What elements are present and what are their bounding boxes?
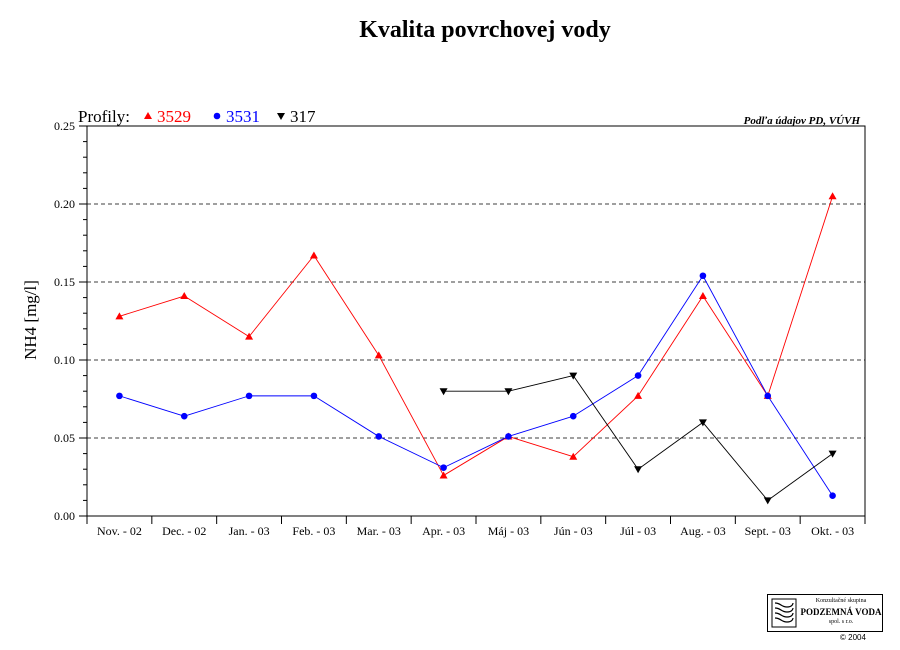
data-point xyxy=(634,391,643,399)
series-line-segment xyxy=(184,395,250,417)
legend: Profily: 3529 3531 317 xyxy=(78,107,316,126)
series-line-segment xyxy=(119,295,185,317)
x-tick-label: Feb. - 03 xyxy=(292,524,335,538)
x-tick-label: Jún - 03 xyxy=(554,524,593,538)
series-line-segment xyxy=(508,415,574,437)
legend-marker-317 xyxy=(277,113,285,120)
data-point xyxy=(375,433,383,440)
series-317 xyxy=(439,372,837,505)
legend-marker-3529 xyxy=(144,112,152,119)
copyright: © 2004 xyxy=(840,633,866,642)
series-line-segment xyxy=(313,395,379,437)
x-tick-label: Apr. - 03 xyxy=(422,524,465,538)
series-line-segment xyxy=(378,436,444,469)
data-point xyxy=(440,464,447,471)
data-point xyxy=(505,433,512,440)
series-line-segment xyxy=(184,295,250,337)
y-tick-label: 0.10 xyxy=(54,353,75,367)
data-point xyxy=(439,388,448,396)
data-source-note: Podľa údajov PD, VÚVH xyxy=(744,115,861,127)
series-line-segment xyxy=(573,375,639,417)
series-line-segment xyxy=(378,355,444,476)
data-point xyxy=(374,351,383,359)
x-tick-label: Sept. - 03 xyxy=(745,524,791,538)
legend-prefix: Profily: xyxy=(78,107,130,126)
legend-marker-3531 xyxy=(213,112,221,120)
y-tick-label: 0.15 xyxy=(54,275,75,289)
legend-label-3529: 3529 xyxy=(157,107,191,126)
data-point xyxy=(763,497,772,505)
data-point xyxy=(569,412,577,420)
series-3529 xyxy=(115,192,837,479)
data-point xyxy=(634,466,643,474)
y-tick-label: 0.25 xyxy=(54,119,75,133)
series-line-segment xyxy=(702,275,769,397)
data-point xyxy=(828,192,837,200)
x-tick-label: Jan. - 03 xyxy=(229,524,270,538)
logo-line-1: Konzultačné skupina xyxy=(815,598,867,604)
data-point xyxy=(569,452,578,460)
company-logo: Konzultačné skupina PODZEMNÁ VODA spol. … xyxy=(767,594,883,632)
y-tick-label: 0.20 xyxy=(54,197,75,211)
data-point xyxy=(829,492,836,500)
logo-line-3: spol. s r.o. xyxy=(828,619,854,625)
legend-label-3531: 3531 xyxy=(226,107,260,126)
data-point xyxy=(180,412,188,420)
series-layer xyxy=(115,192,837,505)
series-line-segment xyxy=(248,255,315,337)
series-line-segment xyxy=(508,375,574,392)
series-line-segment xyxy=(508,436,574,458)
series-line-segment xyxy=(702,295,769,397)
data-point xyxy=(309,251,318,259)
data-point xyxy=(116,392,123,400)
data-point xyxy=(634,372,642,379)
series-line-segment xyxy=(572,395,639,458)
y-tick-label: 0.05 xyxy=(54,431,75,445)
x-tick-label: Nov. - 02 xyxy=(97,524,142,538)
series-line-segment xyxy=(443,436,509,469)
data-point xyxy=(828,450,837,458)
data-point xyxy=(764,392,772,400)
data-point xyxy=(310,392,318,400)
series-line-segment xyxy=(443,436,509,476)
logo-mark-icon xyxy=(771,598,797,628)
x-tick-label: Máj - 03 xyxy=(488,524,529,538)
data-point xyxy=(115,312,124,320)
data-point xyxy=(439,471,448,479)
series-line-segment xyxy=(767,453,833,501)
legend-label-317: 317 xyxy=(290,107,316,126)
series-line-segment xyxy=(637,295,704,397)
x-tick-label: Okt. - 03 xyxy=(811,524,854,538)
series-line-segment xyxy=(767,196,834,397)
data-point xyxy=(699,272,707,280)
series-3531 xyxy=(116,272,836,500)
data-point xyxy=(180,292,189,300)
plot-frame xyxy=(86,125,866,517)
data-point xyxy=(245,332,254,340)
series-line-segment xyxy=(637,422,704,470)
x-tick-label: Mar. - 03 xyxy=(357,524,401,538)
series-line-segment xyxy=(119,395,185,417)
logo-line-2: PODZEMNÁ VODA xyxy=(800,607,882,617)
axes: 0.00 0.05 0.10 0.15 0.20 0.25 Nov. - 02 Dec. - … xyxy=(54,119,866,538)
data-point xyxy=(569,372,578,380)
x-tick-label: Júl - 03 xyxy=(620,524,656,538)
x-tick-label: Dec. - 02 xyxy=(162,524,206,538)
data-point xyxy=(698,419,707,427)
series-line-segment xyxy=(702,422,769,501)
y-axis-label: NH4 [mg/l] xyxy=(21,280,40,360)
data-point xyxy=(504,388,513,396)
series-line-segment xyxy=(637,275,704,376)
data-point xyxy=(698,292,707,300)
x-tick-label: Aug. - 03 xyxy=(680,524,726,538)
series-line-segment xyxy=(572,375,639,470)
chart-title: Kvalita povrchovej vody xyxy=(359,17,611,43)
series-line-segment xyxy=(767,395,833,496)
series-line-segment xyxy=(313,255,380,356)
y-tick-label: 0.00 xyxy=(54,509,75,523)
data-point xyxy=(245,392,253,400)
grid xyxy=(87,203,865,439)
